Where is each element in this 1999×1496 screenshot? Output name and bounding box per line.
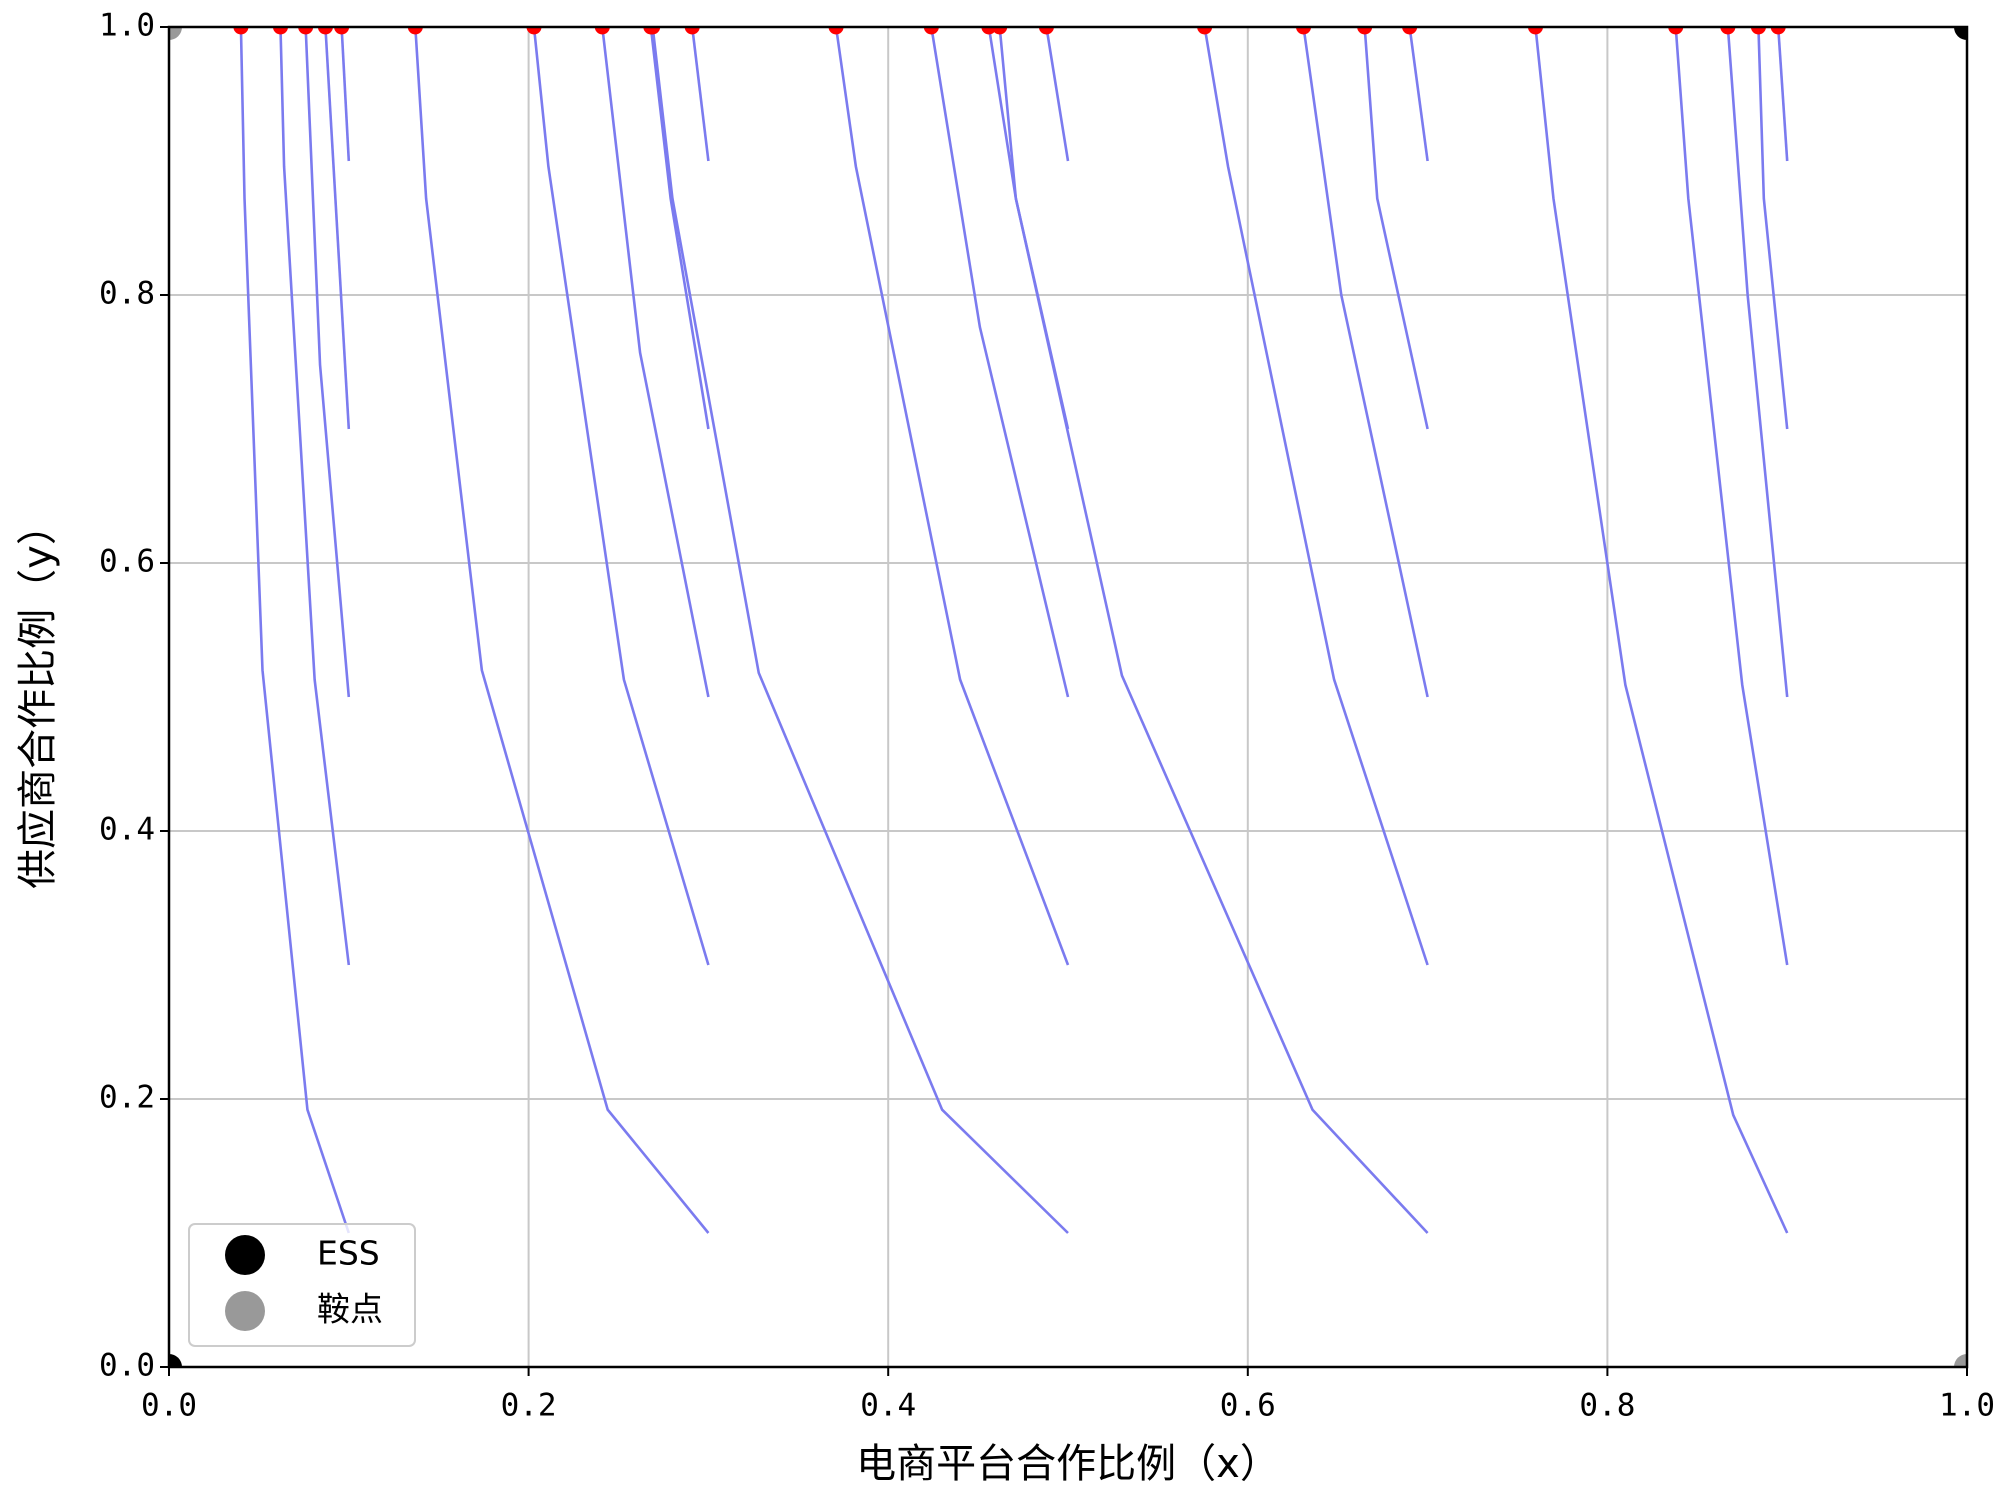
end-point <box>407 27 423 35</box>
y-axis-label: 供应商合作比例（y） <box>15 505 61 889</box>
y-tick-label: 0.2 <box>99 1080 155 1116</box>
trajectory <box>998 27 1070 430</box>
end-point <box>1038 27 1054 35</box>
y-tick-label: 0.0 <box>99 1348 155 1384</box>
end-point <box>684 27 700 35</box>
equilibrium-point <box>1954 27 1967 40</box>
equilibrium-point <box>169 27 182 40</box>
x-tick-label: 0.8 <box>1579 1388 1635 1424</box>
end-point <box>1527 27 1543 35</box>
end-point <box>828 27 844 35</box>
x-tick-label: 0.2 <box>501 1388 557 1424</box>
end-point <box>334 27 350 35</box>
end-point <box>923 27 939 35</box>
end-point <box>1668 27 1684 35</box>
end-point <box>981 27 997 35</box>
y-tick-label: 0.4 <box>99 812 155 848</box>
trajectory <box>1302 27 1429 698</box>
x-tick-label: 1.0 <box>1939 1388 1995 1424</box>
trajectory <box>1203 27 1429 966</box>
trajectory <box>1045 27 1070 162</box>
trajectory <box>834 27 1070 966</box>
trajectory <box>1776 27 1789 162</box>
plot-area <box>169 27 1967 1367</box>
end-point <box>594 27 610 35</box>
legend-label: 鞍点 <box>317 1290 383 1329</box>
end-point <box>1750 27 1766 35</box>
trajectory <box>987 27 1429 1234</box>
legend: ESS 鞍点 <box>188 1223 416 1347</box>
equilibrium-point <box>1954 1354 1967 1367</box>
end-point <box>233 27 249 35</box>
end-point <box>1357 27 1373 35</box>
trajectory <box>690 27 710 162</box>
legend-marker <box>225 1235 265 1275</box>
trajectory <box>279 27 351 966</box>
y-tick-label: 0.8 <box>99 276 155 312</box>
trajectory <box>649 27 710 430</box>
end-point <box>298 27 314 35</box>
trajectory <box>601 27 710 698</box>
trajectory <box>1674 27 1789 966</box>
trajectory <box>324 27 351 430</box>
trajectory <box>1757 27 1789 430</box>
trajectory <box>340 27 351 162</box>
trajectory <box>239 27 351 1234</box>
x-tick-label: 0.6 <box>1220 1388 1276 1424</box>
plot-frame <box>167 25 1969 1369</box>
trajectory <box>304 27 351 698</box>
end-point <box>526 27 542 35</box>
end-point <box>645 27 661 35</box>
end-point <box>317 27 333 35</box>
trajectory <box>1726 27 1789 698</box>
x-tick-label: 0.4 <box>860 1388 916 1424</box>
trajectory <box>1408 27 1429 162</box>
trajectory <box>1534 27 1789 1234</box>
end-point <box>1770 27 1786 35</box>
legend-marker <box>225 1291 265 1331</box>
trajectory <box>414 27 710 1234</box>
x-axis-label: 电商平台合作比例（x） <box>856 1441 1280 1487</box>
end-point <box>1720 27 1736 35</box>
trajectory <box>532 27 710 966</box>
end-point <box>1402 27 1418 35</box>
legend-label: ESS <box>317 1234 380 1273</box>
plot-content <box>169 27 1967 1367</box>
trajectory <box>930 27 1070 698</box>
y-tick-label: 1.0 <box>99 8 155 44</box>
trajectory <box>1363 27 1429 430</box>
end-point <box>1296 27 1312 35</box>
end-point <box>272 27 288 35</box>
trajectory <box>651 27 1069 1234</box>
x-tick-label: 0.0 <box>141 1388 197 1424</box>
end-point <box>1197 27 1213 35</box>
y-tick-label: 0.6 <box>99 544 155 580</box>
equilibrium-point <box>169 1354 182 1367</box>
